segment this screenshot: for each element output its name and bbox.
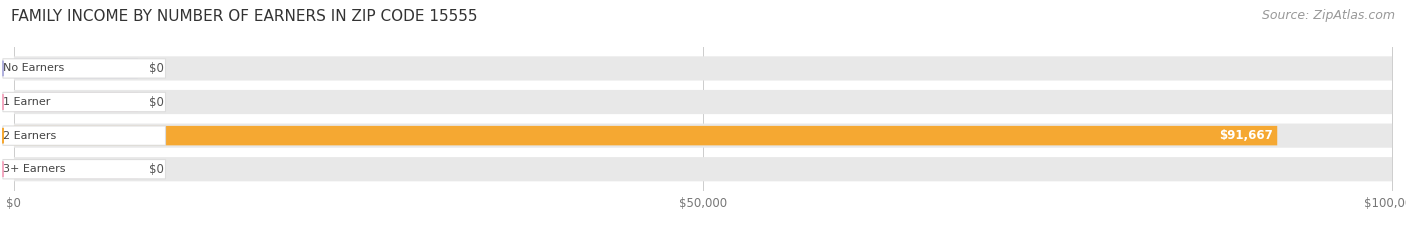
FancyBboxPatch shape (3, 59, 166, 78)
FancyBboxPatch shape (14, 159, 138, 179)
Text: $91,667: $91,667 (1219, 129, 1272, 142)
Text: 1 Earner: 1 Earner (3, 97, 51, 107)
FancyBboxPatch shape (3, 160, 166, 179)
FancyBboxPatch shape (14, 126, 1277, 145)
FancyBboxPatch shape (14, 157, 1392, 181)
Text: $0: $0 (149, 163, 165, 176)
FancyBboxPatch shape (14, 59, 138, 78)
FancyBboxPatch shape (3, 126, 166, 145)
FancyBboxPatch shape (14, 123, 1392, 148)
FancyBboxPatch shape (14, 92, 138, 112)
Text: FAMILY INCOME BY NUMBER OF EARNERS IN ZIP CODE 15555: FAMILY INCOME BY NUMBER OF EARNERS IN ZI… (11, 9, 478, 24)
Text: 2 Earners: 2 Earners (3, 131, 56, 141)
FancyBboxPatch shape (14, 56, 1392, 81)
Text: $0: $0 (149, 62, 165, 75)
FancyBboxPatch shape (3, 92, 166, 112)
Text: No Earners: No Earners (3, 63, 65, 73)
Text: 3+ Earners: 3+ Earners (3, 164, 66, 174)
FancyBboxPatch shape (14, 90, 1392, 114)
Text: Source: ZipAtlas.com: Source: ZipAtlas.com (1261, 9, 1395, 22)
Text: $0: $0 (149, 96, 165, 109)
